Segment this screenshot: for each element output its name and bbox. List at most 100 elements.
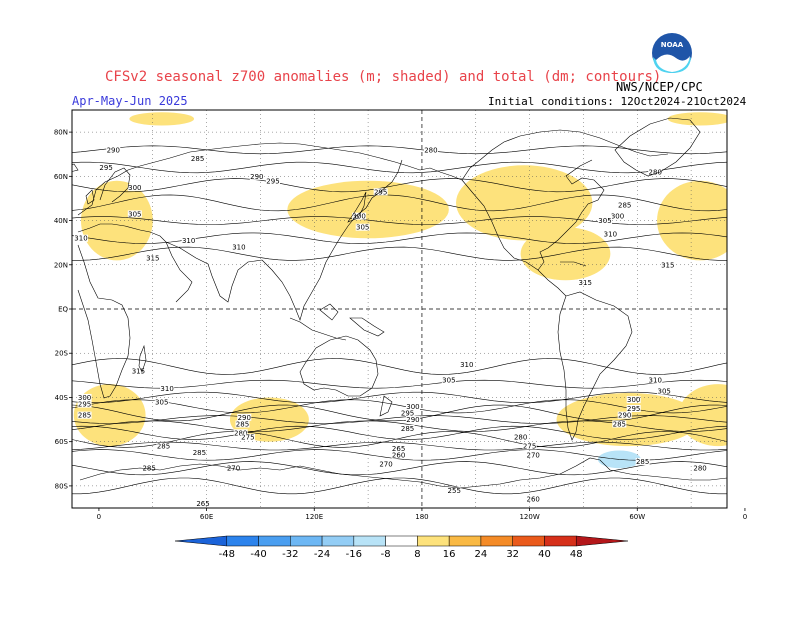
contour-label: 290 bbox=[250, 173, 263, 181]
anomaly-region bbox=[91, 401, 128, 438]
contour-label-bg bbox=[265, 177, 280, 185]
contour-label-bg bbox=[400, 409, 415, 417]
contour-label: 305 bbox=[155, 398, 168, 406]
contour-label-bg bbox=[237, 413, 252, 421]
colorbar-swatch bbox=[480, 535, 513, 547]
contour-label: 285 bbox=[191, 155, 204, 163]
colorbar-swatch bbox=[290, 535, 323, 547]
contour-label-bg bbox=[526, 451, 541, 459]
y-tick-label: 80N bbox=[54, 129, 68, 137]
contour-label: 290 bbox=[406, 416, 419, 424]
contour-label: 295 bbox=[401, 409, 414, 417]
contour-label-bg bbox=[160, 385, 175, 393]
colorbar-swatch bbox=[226, 535, 259, 547]
anomaly-region bbox=[667, 112, 727, 126]
contour-label-bg bbox=[603, 230, 618, 238]
contour-label: 280 bbox=[234, 429, 247, 437]
colorbar-swatch bbox=[544, 535, 577, 547]
coastlines bbox=[72, 117, 727, 489]
contour-label-bg bbox=[617, 411, 632, 419]
contour-label: 305 bbox=[658, 387, 671, 395]
anomaly-region bbox=[520, 227, 611, 281]
contour-label: 305 bbox=[356, 224, 369, 232]
contour-label-bg bbox=[635, 458, 650, 466]
contour-label-bg bbox=[459, 360, 474, 368]
contour-label-bg bbox=[610, 212, 625, 220]
contour-label-bg bbox=[626, 396, 641, 404]
colorbar-label: -24 bbox=[314, 549, 330, 560]
colorbar-label: 48 bbox=[570, 549, 583, 560]
height-contour bbox=[72, 178, 727, 193]
height-contour bbox=[72, 399, 727, 414]
contour-label-bg bbox=[127, 210, 142, 218]
contour-label: 295 bbox=[627, 405, 640, 413]
contour-label: 315 bbox=[132, 367, 145, 375]
contour-label: 300 bbox=[352, 213, 365, 221]
contour-label-bg bbox=[526, 495, 541, 503]
x-tick-label: 60W bbox=[629, 513, 645, 521]
contour-label: 285 bbox=[236, 420, 249, 428]
height-contour bbox=[72, 477, 727, 495]
contour-label-bg bbox=[154, 398, 169, 406]
contour-label: 290 bbox=[107, 146, 120, 154]
contour-label: 265 bbox=[196, 500, 209, 508]
contour-label: 295 bbox=[78, 401, 91, 409]
contour-label: 265 bbox=[392, 445, 405, 453]
contour-label: 285 bbox=[78, 412, 91, 420]
contour-label: 285 bbox=[613, 420, 626, 428]
y-tick-label: 60N bbox=[54, 173, 68, 181]
contour-label-bg bbox=[77, 411, 92, 419]
y-tick-label: EQ bbox=[58, 306, 68, 314]
contour-label-bg bbox=[693, 464, 708, 472]
contour-label-bg bbox=[617, 201, 632, 209]
height-contour bbox=[72, 194, 727, 212]
chart-title: CFSv2 seasonal z700 anomalies (m; shaded… bbox=[105, 69, 661, 85]
contour-label-bg bbox=[355, 223, 370, 231]
contour-label-bg bbox=[391, 451, 406, 459]
colorbar-swatch bbox=[575, 535, 629, 547]
contour-label: 280 bbox=[514, 434, 527, 442]
height-contour bbox=[72, 449, 727, 461]
contour-label-bg bbox=[190, 155, 205, 163]
x-tick-label: 0 bbox=[97, 513, 101, 521]
contour-label: 310 bbox=[232, 244, 245, 252]
agency-label: NWS/NCEP/CPC bbox=[616, 80, 703, 94]
contour-label: 305 bbox=[442, 376, 455, 384]
colorbar-swatch bbox=[174, 535, 228, 547]
contour-label-bg bbox=[156, 442, 171, 450]
initial-conditions: Initial conditions: 12Oct2024-21Oct2024 bbox=[488, 95, 747, 108]
contour-label-bg bbox=[626, 405, 641, 412]
contour-label: 290 bbox=[238, 414, 251, 422]
contour-label-bg bbox=[127, 183, 142, 191]
colorbar-swatch bbox=[512, 535, 545, 547]
height-contour bbox=[72, 404, 727, 422]
contour-label-bg bbox=[73, 234, 88, 242]
colorbar-label: 8 bbox=[414, 549, 420, 560]
contour-label: 315 bbox=[579, 279, 592, 287]
contour-label-bg bbox=[578, 278, 593, 286]
contour-label-bg bbox=[235, 420, 250, 428]
forecast-period: Apr-May-Jun 2025 bbox=[72, 94, 188, 108]
contour-label: 280 bbox=[424, 146, 437, 154]
colorbar-label: 40 bbox=[538, 549, 551, 560]
contour-label-bg bbox=[405, 402, 420, 410]
contour-label: 270 bbox=[527, 451, 540, 459]
contour-label-bg bbox=[423, 146, 438, 154]
x-tick-label: 0 bbox=[743, 513, 747, 521]
y-tick-label: 20S bbox=[55, 350, 69, 358]
height-contour bbox=[72, 431, 727, 448]
contour-label: 295 bbox=[99, 164, 112, 172]
y-tick-label: 20N bbox=[54, 261, 68, 269]
logo-text: NOAA bbox=[661, 41, 684, 49]
contour-label-bg bbox=[441, 376, 456, 384]
colorbar-label: 24 bbox=[475, 549, 488, 560]
contour-label: 280 bbox=[693, 465, 706, 473]
contour-label: 270 bbox=[379, 460, 392, 468]
contour-label-bg bbox=[513, 433, 528, 441]
contour-label: 285 bbox=[157, 443, 170, 451]
contour-label-bg bbox=[131, 367, 146, 375]
contour-label-bg bbox=[192, 449, 207, 457]
contour-label: 305 bbox=[598, 217, 611, 225]
contour-label: 310 bbox=[460, 361, 473, 369]
contour-label: 285 bbox=[401, 425, 414, 433]
